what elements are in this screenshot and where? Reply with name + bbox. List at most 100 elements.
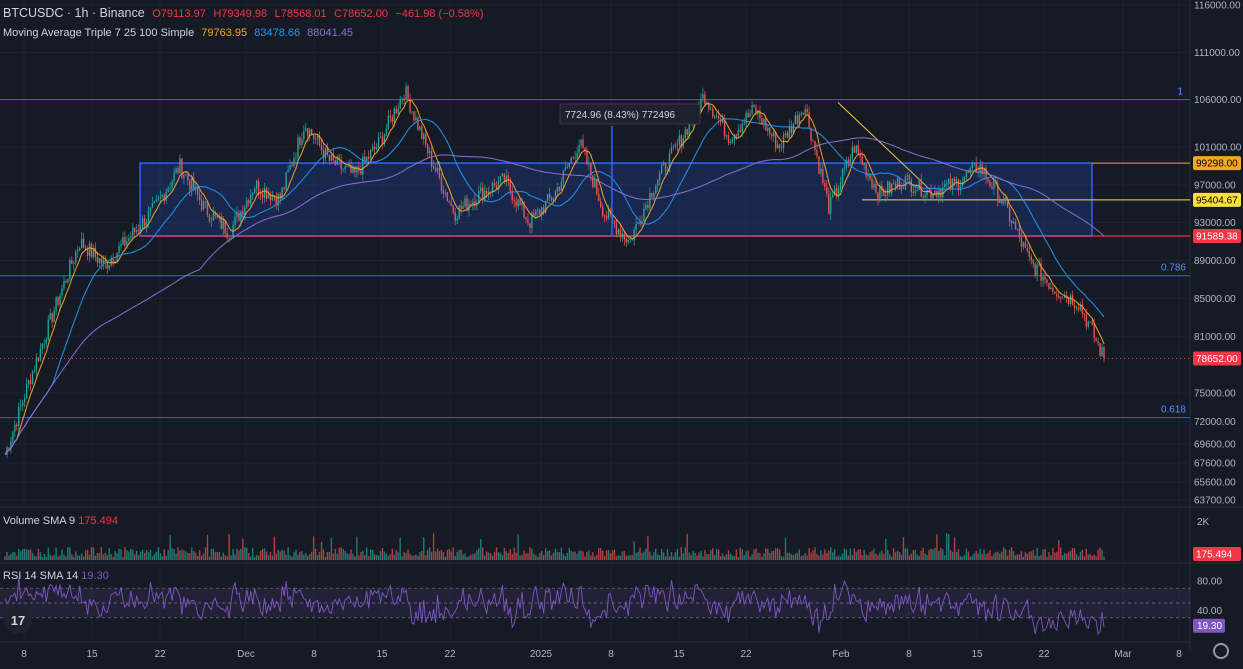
candle-body xyxy=(497,181,500,190)
volume-bar xyxy=(885,538,887,560)
volume-bar xyxy=(63,554,65,560)
volume-bar xyxy=(759,553,761,560)
volume-bar xyxy=(936,534,938,560)
volume-bar xyxy=(975,550,977,560)
volume-bar xyxy=(159,553,162,560)
candle-body xyxy=(104,259,106,263)
candle-body xyxy=(527,219,529,224)
candle-body xyxy=(464,198,466,206)
candle-body xyxy=(314,138,317,140)
volume-bar xyxy=(965,548,968,560)
candle-body xyxy=(839,182,842,189)
candle-body xyxy=(1079,304,1082,310)
volume-bar xyxy=(1083,556,1086,560)
volume-bar xyxy=(358,555,360,560)
volume-legend[interactable]: Volume SMA 9 175.494 xyxy=(3,515,118,527)
candle-body xyxy=(731,140,734,143)
candle-body xyxy=(745,112,747,124)
candle-body xyxy=(222,220,224,229)
candle-body xyxy=(187,174,189,181)
volume-bar xyxy=(851,555,854,560)
volume-bar xyxy=(883,554,885,560)
volume-bar xyxy=(949,550,952,560)
fib-label: 0.618 xyxy=(1161,405,1186,416)
volume-bar xyxy=(664,556,667,560)
candle-body xyxy=(189,180,191,190)
candle-body xyxy=(1020,237,1023,247)
candle-body xyxy=(444,192,447,194)
candle-body xyxy=(1097,341,1099,344)
candle-body xyxy=(303,131,305,140)
candle-body xyxy=(442,190,445,194)
candle-body xyxy=(261,193,264,198)
volume-bar xyxy=(96,552,99,560)
candle-body xyxy=(82,238,85,248)
volume-bar xyxy=(1093,554,1095,560)
candle-body xyxy=(118,246,120,253)
y-tick-label: 93000.00 xyxy=(1194,218,1236,229)
candle-body xyxy=(143,218,146,227)
volume-bar xyxy=(993,553,995,560)
volume-bar xyxy=(216,551,219,560)
candle-body xyxy=(419,126,421,130)
volume-bar xyxy=(776,548,779,560)
volume-bar xyxy=(1103,556,1105,560)
candle-body xyxy=(364,156,366,162)
candle-body xyxy=(971,163,973,168)
symbol-title[interactable]: BTCUSDC · 1h · Binance xyxy=(3,6,145,20)
candle-body xyxy=(381,136,384,145)
candle-body xyxy=(1038,263,1040,265)
ma-legend[interactable]: Moving Average Triple 7 25 100 Simple 79… xyxy=(3,27,357,39)
volume-bar xyxy=(704,550,706,560)
rsi-legend[interactable]: RSI 14 SMA 14 19.30 xyxy=(3,570,109,582)
volume-bar xyxy=(472,554,474,560)
candle-body xyxy=(769,127,771,134)
volume-bar xyxy=(332,553,335,560)
candle-body xyxy=(566,167,568,168)
volume-bar xyxy=(393,554,395,560)
tradingview-logo-icon[interactable]: 17 xyxy=(4,606,32,634)
volume-bar xyxy=(309,554,311,560)
volume-bar xyxy=(411,555,413,560)
volume-bar xyxy=(348,554,350,560)
candle-body xyxy=(910,180,913,193)
candle-body xyxy=(177,168,179,173)
candle-body xyxy=(759,110,761,119)
candle-body xyxy=(859,153,861,157)
volume-bar xyxy=(625,555,627,560)
volume-bar xyxy=(816,553,818,560)
price-badge-label: 99298.00 xyxy=(1196,159,1238,170)
candle-body xyxy=(316,135,319,140)
candle-body xyxy=(625,239,627,243)
volume-bar xyxy=(196,556,199,560)
candle-body xyxy=(403,98,405,100)
candle-body xyxy=(77,250,79,252)
volume-bar xyxy=(932,549,934,560)
candle-body xyxy=(849,158,852,163)
candle-body xyxy=(1036,264,1038,276)
volume-bar xyxy=(598,548,600,560)
candle-body xyxy=(175,168,177,173)
volume-bar xyxy=(556,551,559,560)
volume-bar xyxy=(244,547,246,560)
volume-bar xyxy=(541,550,543,560)
candle-body xyxy=(383,134,386,145)
volume-bar xyxy=(1085,548,1087,560)
volume-bar xyxy=(104,552,106,560)
volume-badge xyxy=(1193,547,1241,561)
volume-bar xyxy=(898,552,901,560)
x-tick-label: Feb xyxy=(832,649,850,660)
volume-bar xyxy=(218,551,220,560)
candle-body xyxy=(704,94,706,105)
ma7-line xyxy=(4,99,1105,455)
ma7-value: 79763.95 xyxy=(201,27,248,39)
volume-bar xyxy=(505,551,508,560)
volume-bar xyxy=(371,549,374,560)
volume-bar xyxy=(497,552,500,560)
volume-bar xyxy=(841,553,844,560)
volume-bar xyxy=(61,549,63,560)
volume-bar xyxy=(299,551,301,560)
candle-body xyxy=(470,203,472,206)
gear-icon[interactable] xyxy=(1213,643,1229,659)
